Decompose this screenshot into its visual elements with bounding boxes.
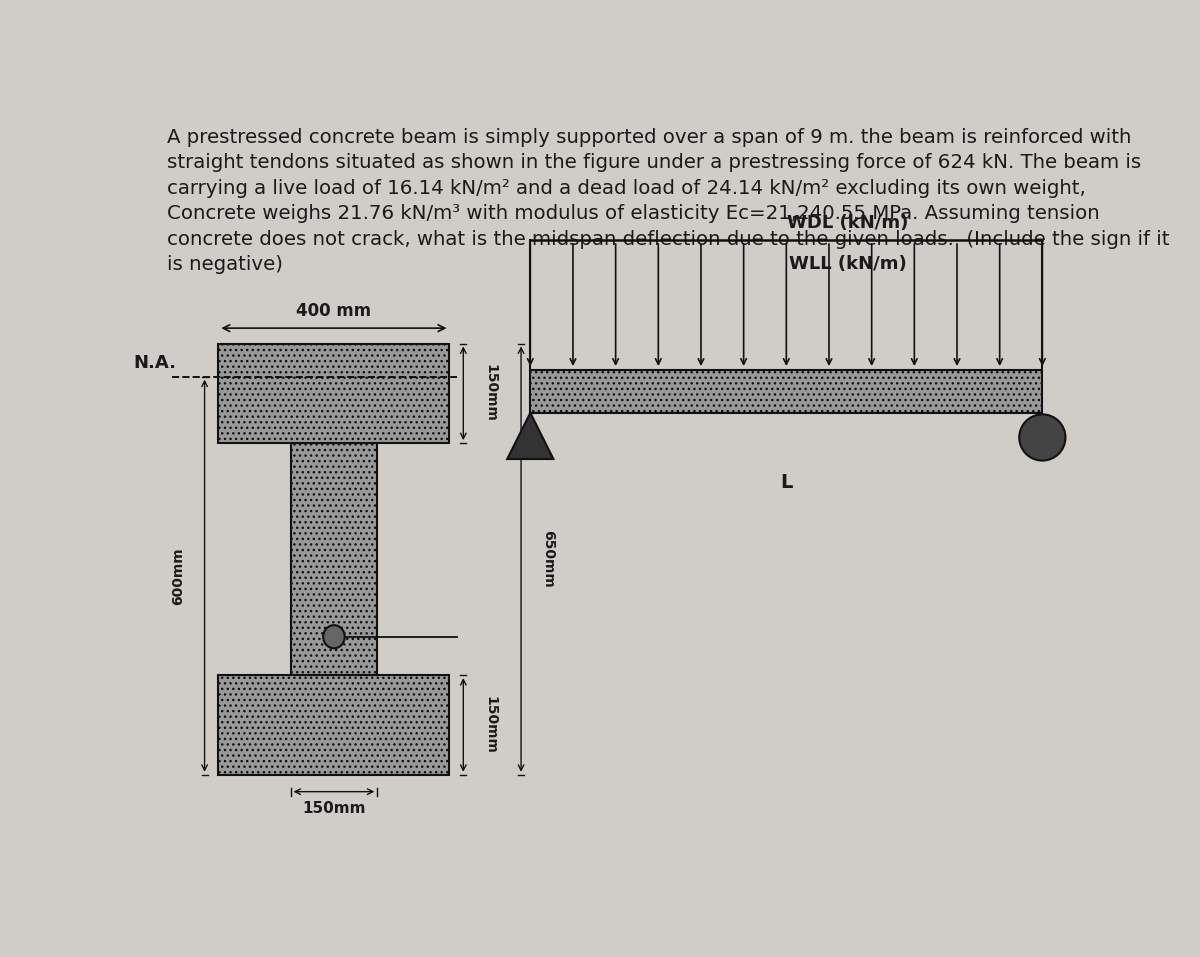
Text: is negative): is negative): [167, 255, 283, 274]
Text: WDL (kN/m): WDL (kN/m): [787, 213, 908, 232]
Text: A prestressed concrete beam is simply supported over a span of 9 m. the beam is : A prestressed concrete beam is simply su…: [167, 128, 1132, 147]
Ellipse shape: [1019, 414, 1066, 460]
Ellipse shape: [323, 625, 344, 648]
Polygon shape: [508, 412, 553, 459]
Text: N.A.: N.A.: [133, 354, 176, 372]
Text: Concrete weighs 21.76 kN/m³ with modulus of elasticity Ec=21,240.55 MPa. Assumin: Concrete weighs 21.76 kN/m³ with modulus…: [167, 204, 1099, 223]
Text: 650mm: 650mm: [541, 530, 556, 588]
Text: 150mm: 150mm: [484, 365, 497, 422]
Text: 150mm: 150mm: [484, 696, 497, 754]
Text: straight tendons situated as shown in the figure under a prestressing force of 6: straight tendons situated as shown in th…: [167, 153, 1141, 172]
Text: 150mm: 150mm: [302, 801, 366, 816]
Polygon shape: [530, 370, 1043, 412]
Text: WLL (kN/m): WLL (kN/m): [788, 255, 907, 273]
Polygon shape: [218, 676, 450, 775]
Polygon shape: [290, 443, 377, 676]
Text: 400 mm: 400 mm: [296, 302, 372, 321]
Text: 600mm: 600mm: [170, 546, 185, 605]
Polygon shape: [218, 344, 450, 443]
Text: concrete does not crack, what is the midspan deflection due to the given loads. : concrete does not crack, what is the mid…: [167, 230, 1169, 249]
Text: carrying a live load of 16.14 kN/m² and a dead load of 24.14 kN/m² excluding its: carrying a live load of 16.14 kN/m² and …: [167, 179, 1086, 198]
Text: L: L: [780, 473, 792, 492]
